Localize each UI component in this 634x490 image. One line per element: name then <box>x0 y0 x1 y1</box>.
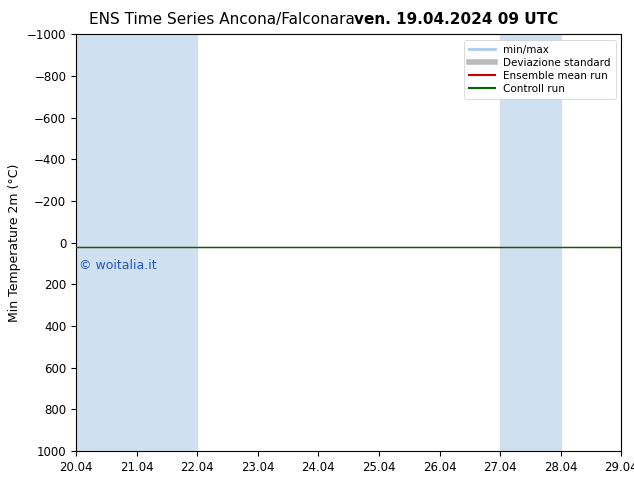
Text: ENS Time Series Ancona/Falconara: ENS Time Series Ancona/Falconara <box>89 12 355 27</box>
Bar <box>500 34 560 451</box>
Bar <box>76 34 197 451</box>
Text: © woitalia.it: © woitalia.it <box>79 259 157 272</box>
Text: ven. 19.04.2024 09 UTC: ven. 19.04.2024 09 UTC <box>354 12 559 27</box>
Y-axis label: Min Temperature 2m (°C): Min Temperature 2m (°C) <box>8 163 22 322</box>
Bar <box>621 34 634 451</box>
Legend: min/max, Deviazione standard, Ensemble mean run, Controll run: min/max, Deviazione standard, Ensemble m… <box>464 40 616 99</box>
